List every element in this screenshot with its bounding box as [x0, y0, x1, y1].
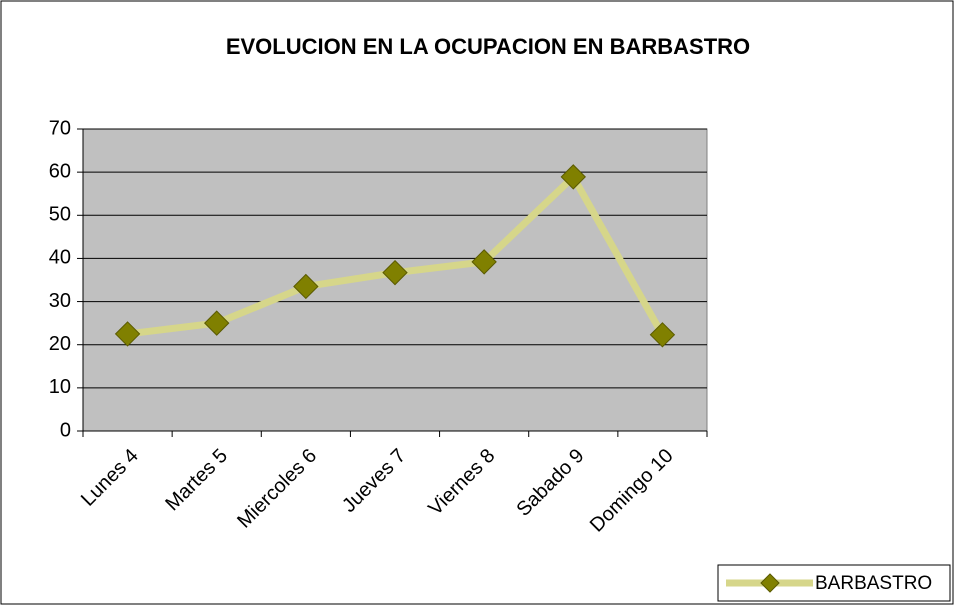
chart-title: EVOLUCION EN LA OCUPACION EN BARBASTRO — [226, 34, 750, 59]
y-tick-label: 0 — [60, 419, 71, 441]
data-point — [471, 249, 497, 275]
y-tick-label: 70 — [49, 117, 71, 139]
data-point — [560, 164, 586, 190]
y-tick-label: 10 — [49, 376, 71, 398]
y-tick-label: 30 — [49, 290, 71, 312]
y-tick-label: 60 — [49, 160, 71, 182]
data-point — [114, 321, 141, 347]
y-tick-label: 20 — [49, 333, 71, 355]
data-point — [382, 259, 408, 286]
legend-label: BARBASTRO — [815, 573, 932, 594]
data-point — [204, 310, 230, 336]
y-tick-label: 40 — [49, 247, 71, 269]
data-point — [293, 273, 319, 300]
data-point — [649, 322, 676, 348]
legend-marker — [760, 573, 780, 593]
y-tick-label: 50 — [49, 204, 71, 226]
